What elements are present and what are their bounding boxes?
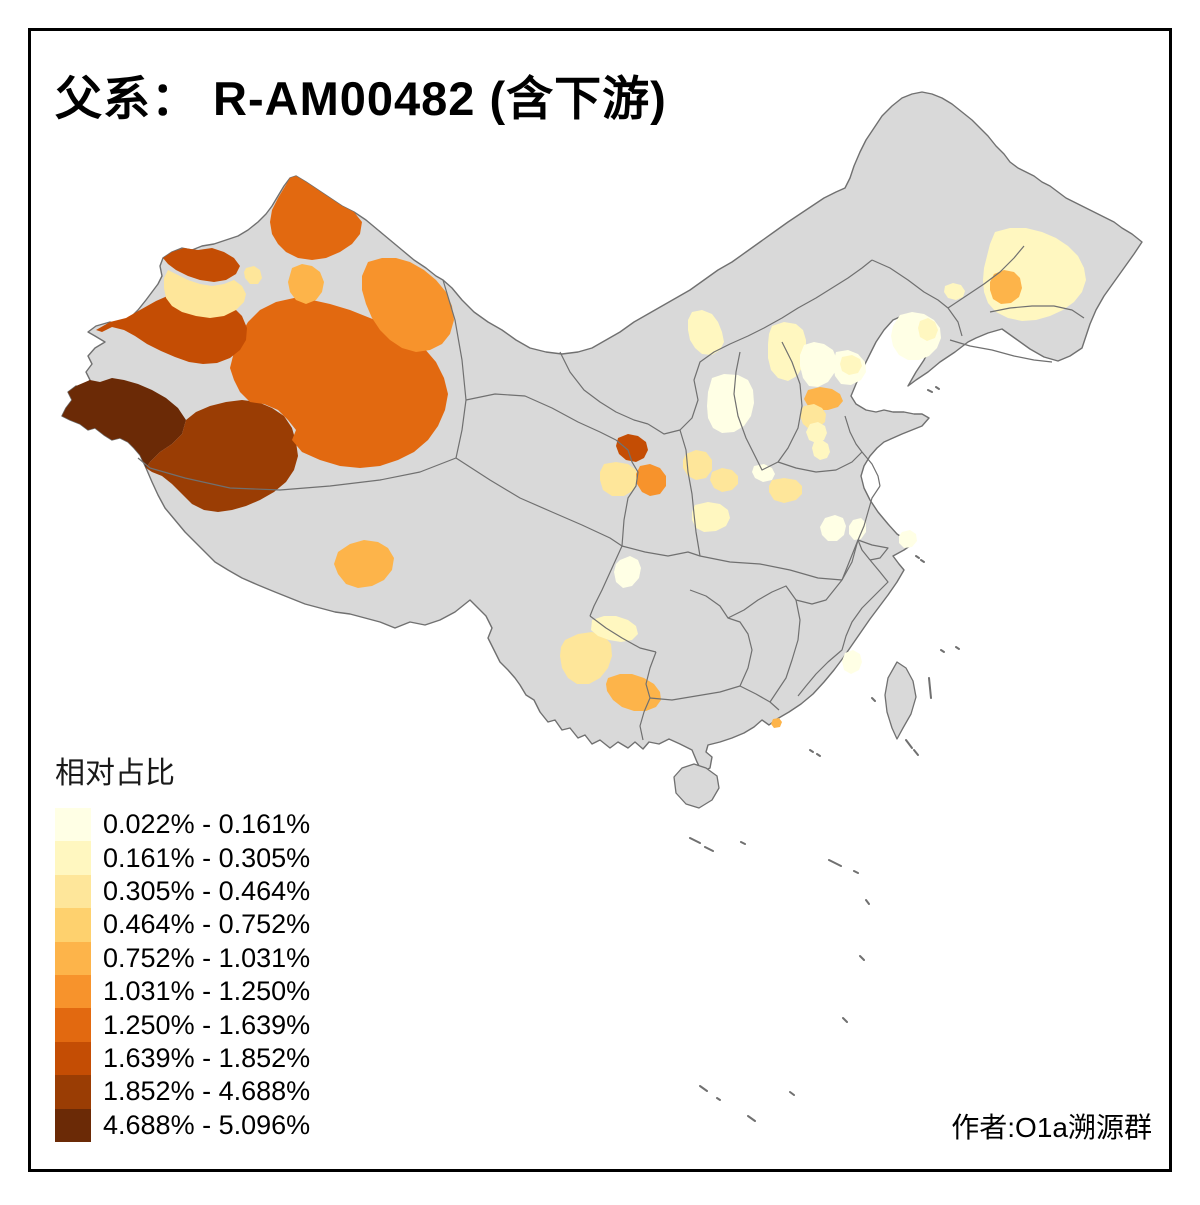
region-hami	[362, 258, 454, 352]
region-baise	[606, 674, 661, 711]
legend-label: 0.161% - 0.305%	[103, 842, 311, 873]
legend-swatch	[55, 1008, 91, 1042]
region-baoding	[800, 404, 826, 429]
region-changchun	[990, 270, 1022, 304]
region-kashgar	[62, 378, 186, 468]
region-nanyang	[820, 515, 846, 541]
region-lhasa	[334, 540, 394, 588]
legend-row: 0.305% - 0.464%	[55, 874, 311, 909]
region-zhaotong	[591, 616, 638, 642]
legend-label: 1.031% - 1.250%	[103, 976, 311, 1007]
region-zhoukou	[849, 518, 866, 540]
region-shenzhen	[771, 718, 782, 728]
region-emin	[164, 270, 246, 318]
region-jilin-west-small	[944, 283, 965, 300]
author-credit: 作者:O1a溯源群	[951, 1112, 1152, 1143]
legend-swatch	[55, 974, 91, 1009]
legend-label: 1.852% - 4.688%	[103, 1076, 311, 1107]
legend-row: 0.022% - 0.161%	[55, 808, 311, 842]
region-luoyang	[769, 478, 802, 503]
region-karamay	[288, 264, 324, 304]
legend-row: 1.639% - 1.852%	[55, 1041, 311, 1076]
region-north-sichuan	[614, 556, 641, 588]
region-pingliang	[710, 468, 738, 492]
region-sanming	[842, 650, 862, 674]
mainland-outline	[61, 91, 1143, 773]
legend-label: 1.250% - 1.639%	[103, 1009, 311, 1040]
legend-swatch	[55, 1041, 91, 1076]
hainan-island	[673, 763, 720, 809]
region-altay	[270, 176, 362, 260]
region-kunming	[560, 632, 612, 684]
taiwan-island	[884, 661, 917, 740]
region-shijiazhuang	[806, 422, 827, 443]
region-haidong	[600, 462, 638, 496]
region-xian	[692, 502, 730, 532]
legend-row: 0.161% - 0.305%	[55, 841, 311, 875]
legend-label: 0.464% - 0.752%	[103, 909, 311, 940]
legend-title: 相对占比	[55, 757, 175, 790]
region-urumqi-small	[244, 266, 262, 284]
region-yanan-small	[752, 464, 775, 482]
province-borders	[137, 245, 1085, 741]
region-beijing-small	[840, 355, 862, 375]
legend-row: 0.752% - 1.031%	[55, 941, 311, 975]
region-south-hebei	[812, 440, 830, 460]
legend-swatch	[55, 941, 91, 975]
legend-row: 4.688% - 5.096%	[55, 1108, 311, 1142]
legend-label: 0.752% - 1.031%	[103, 942, 311, 973]
region-liaoning-small	[918, 318, 938, 341]
region-central-shanxi	[707, 374, 754, 433]
legend-swatch	[55, 1108, 91, 1142]
colored-regions	[62, 176, 1086, 728]
sea-island-dashes	[689, 386, 960, 1122]
region-gannan	[636, 464, 666, 496]
legend-swatch	[55, 1075, 91, 1109]
legend-swatch	[55, 874, 91, 909]
legend-row: 1.031% - 1.250%	[55, 974, 311, 1009]
region-tacheng	[163, 248, 240, 282]
legend-label: 0.305% - 0.464%	[103, 875, 311, 906]
legend-row: 0.464% - 0.752%	[55, 908, 311, 942]
legend-label: 0.022% - 0.161%	[103, 809, 311, 840]
region-zhangjiakou	[800, 342, 837, 387]
legend: 相对占比 0.022% - 0.161% 0.161% - 0.305% 0.3…	[55, 748, 310, 1142]
legend-swatch	[55, 841, 91, 875]
page-title: 父系： R-AM00482 (含下游)	[55, 72, 667, 125]
region-yulin-shaanxi	[688, 310, 724, 355]
legend-swatch	[55, 808, 91, 842]
legend-label: 1.639% - 1.852%	[103, 1042, 311, 1073]
region-guyuan	[683, 450, 712, 480]
region-shanghai	[899, 530, 917, 548]
legend-label: 4.688% - 5.096%	[103, 1109, 311, 1140]
legend-swatch	[55, 908, 91, 942]
region-hotan	[146, 400, 298, 512]
legend-row: 1.250% - 1.639%	[55, 1008, 311, 1042]
legend-row: 1.852% - 4.688%	[55, 1075, 311, 1109]
region-linxia	[616, 434, 648, 462]
